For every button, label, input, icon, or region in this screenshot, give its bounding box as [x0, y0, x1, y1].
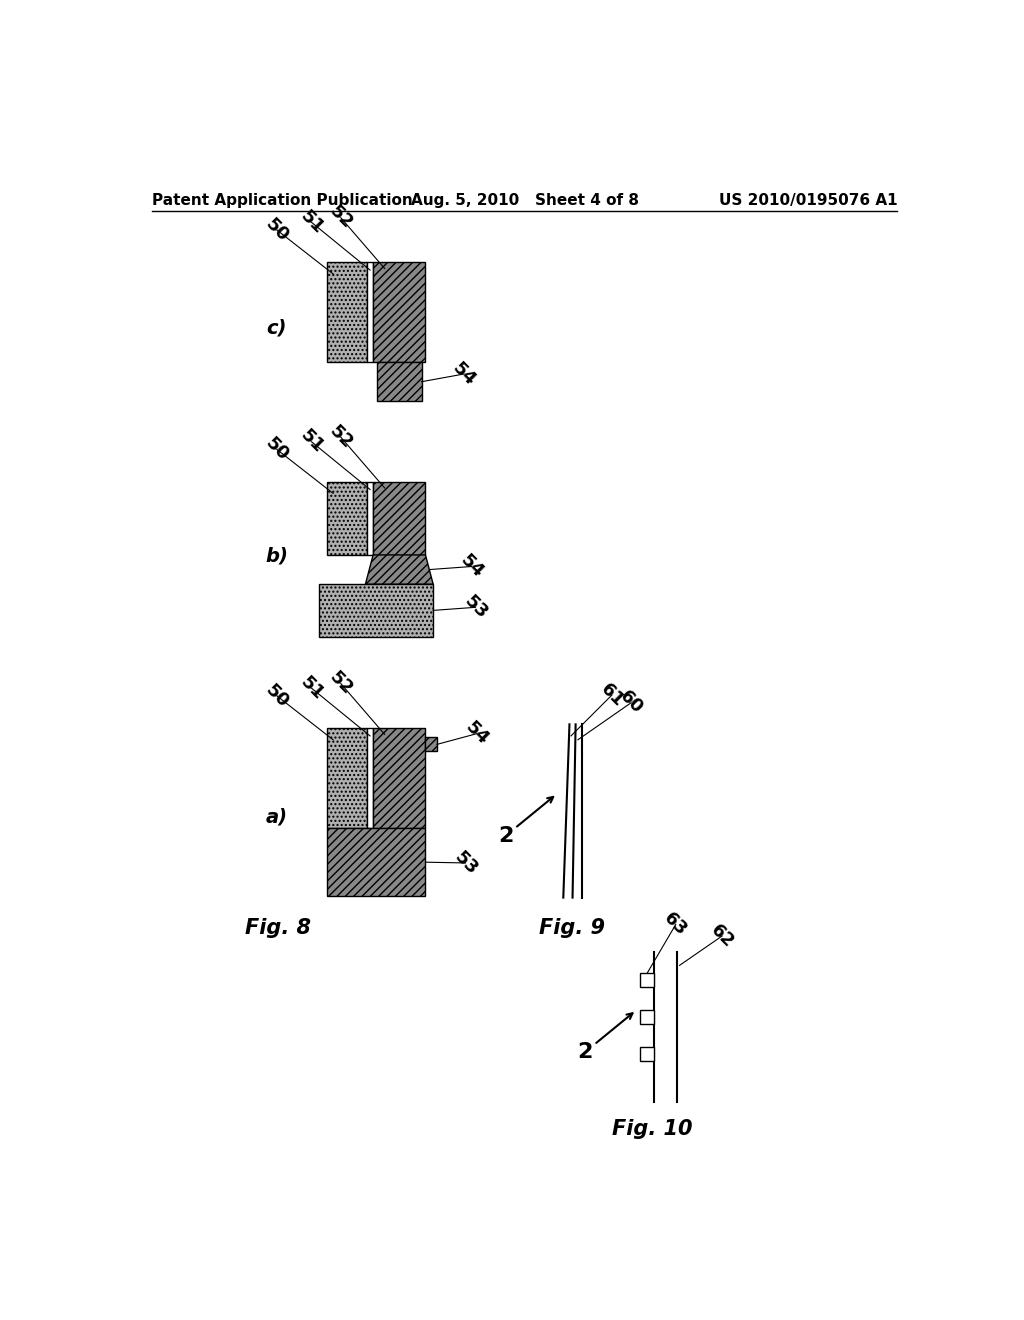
Text: a): a) [266, 808, 288, 826]
Bar [373, 482, 425, 554]
Text: 50: 50 [262, 681, 292, 711]
Bar [367, 482, 373, 554]
Bar [640, 1047, 654, 1061]
Bar [373, 729, 425, 829]
Text: 53: 53 [461, 593, 490, 623]
Bar [640, 973, 654, 987]
Text: 51: 51 [296, 426, 327, 457]
Text: 53: 53 [451, 847, 480, 878]
Text: b): b) [265, 546, 289, 566]
Bar [319, 585, 433, 636]
Bar [640, 1010, 654, 1024]
Text: Fig. 10: Fig. 10 [611, 1118, 692, 1139]
Text: Fig. 8: Fig. 8 [245, 919, 310, 939]
Bar [425, 738, 437, 751]
Text: 60: 60 [615, 688, 646, 718]
Bar [373, 263, 425, 363]
Text: 52: 52 [326, 668, 356, 698]
Text: c): c) [266, 318, 287, 338]
Polygon shape [366, 554, 433, 585]
Text: 50: 50 [262, 434, 292, 465]
Text: 52: 52 [326, 202, 356, 232]
Bar [327, 729, 367, 829]
Text: 51: 51 [296, 207, 327, 238]
Text: 54: 54 [457, 552, 486, 582]
Text: 52: 52 [326, 422, 356, 453]
Bar [367, 263, 373, 363]
Text: 63: 63 [660, 909, 691, 940]
Text: 54: 54 [462, 718, 493, 748]
Text: 50: 50 [262, 215, 292, 246]
Text: 54: 54 [449, 359, 479, 389]
Text: Aug. 5, 2010   Sheet 4 of 8: Aug. 5, 2010 Sheet 4 of 8 [411, 193, 639, 209]
Text: 51: 51 [296, 673, 327, 704]
Text: 2: 2 [578, 1043, 593, 1063]
Text: Fig. 9: Fig. 9 [539, 919, 604, 939]
Bar [327, 829, 425, 896]
Bar [327, 482, 367, 554]
Bar [327, 263, 367, 363]
Text: 2: 2 [498, 826, 513, 846]
Text: Patent Application Publication: Patent Application Publication [153, 193, 413, 209]
Text: 62: 62 [707, 921, 737, 952]
Text: US 2010/0195076 A1: US 2010/0195076 A1 [719, 193, 897, 209]
Text: 61: 61 [597, 680, 627, 710]
Bar [367, 729, 373, 829]
Bar [377, 363, 422, 401]
